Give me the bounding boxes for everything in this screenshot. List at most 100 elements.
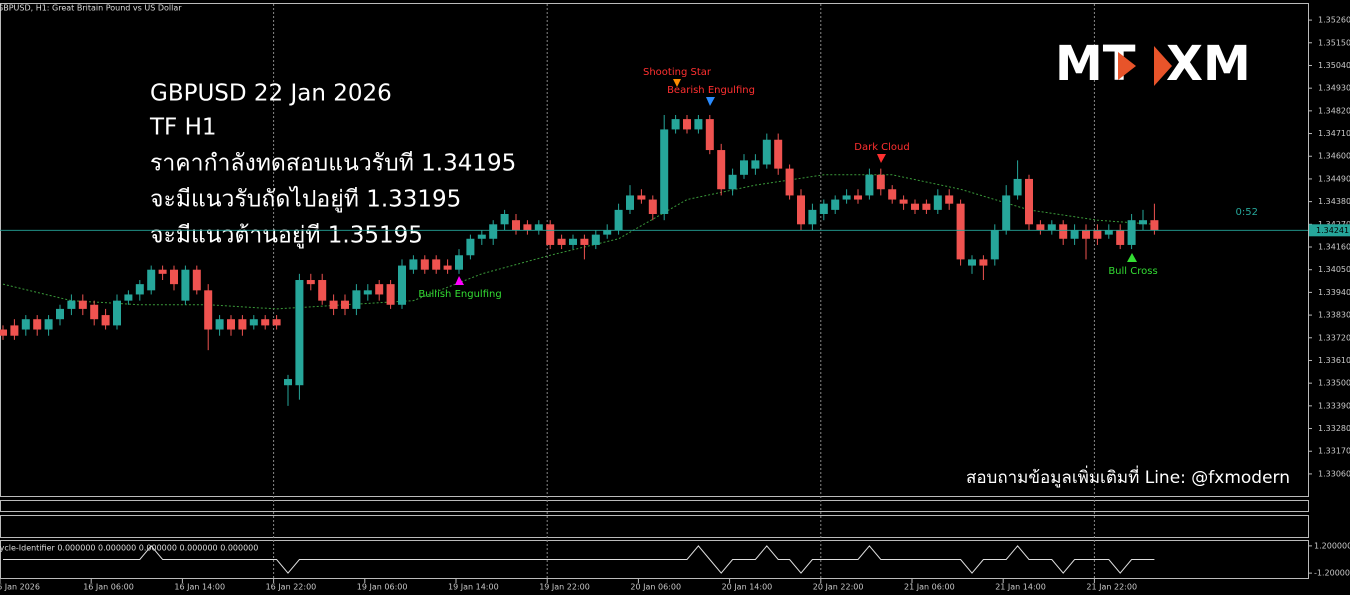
candle-body xyxy=(272,319,281,326)
candle-body xyxy=(261,319,270,326)
candle-body xyxy=(124,294,133,301)
x-tick-label: 20 Jan 14:00 xyxy=(722,583,773,592)
candle-body xyxy=(1025,178,1033,225)
candle-body xyxy=(888,189,897,200)
y-tick-label: 1.35260 xyxy=(1318,16,1350,25)
y-tick-label: 1.33500 xyxy=(1318,379,1350,388)
y-tick-label: 1.34380 xyxy=(1318,197,1350,206)
candle-body xyxy=(1093,230,1102,239)
x-tick-label: 19 Jan 22:00 xyxy=(539,583,590,592)
logo-xm: XM xyxy=(1166,36,1251,92)
candle-body xyxy=(363,290,372,295)
candle-body xyxy=(512,220,520,231)
candle-body xyxy=(420,259,429,270)
y-tick-label: 1.34820 xyxy=(1318,106,1350,115)
candle-body xyxy=(113,300,121,326)
candle-body xyxy=(591,234,600,245)
candle-body xyxy=(443,265,452,270)
annotation: Shooting Star xyxy=(643,67,712,78)
arrow xyxy=(455,276,464,285)
candle-body xyxy=(1070,230,1079,239)
x-tick-label: 21 Jan 14:00 xyxy=(995,583,1046,592)
arrow xyxy=(877,154,886,163)
y-tick-label: 1.34050 xyxy=(1318,265,1350,274)
x-tick-label: 16 Jan 14:00 xyxy=(174,583,225,592)
x-tick-label: 19 Jan 14:00 xyxy=(448,583,499,592)
candle-body xyxy=(774,139,783,169)
overlay-line: ราคากำลังทดสอบแนวรับที 1.34195 xyxy=(150,151,516,177)
logo-arrow xyxy=(1118,52,1136,80)
candle-body xyxy=(67,300,76,309)
candle-body xyxy=(523,224,532,231)
candle-body xyxy=(797,195,805,225)
candle-body xyxy=(409,259,418,270)
indicator-panel xyxy=(0,540,1309,579)
y-tick-label: 1.34600 xyxy=(1318,152,1350,161)
y-tick-label: 1.33170 xyxy=(1318,447,1350,456)
annotation: Bearish Engulfing xyxy=(667,85,755,96)
price-box xyxy=(1309,224,1350,237)
candle-body xyxy=(945,195,954,204)
candle-body xyxy=(90,304,99,320)
x-tick-label: 21 Jan 06:00 xyxy=(904,583,955,592)
candle-body xyxy=(238,319,247,330)
candle-body xyxy=(1047,224,1056,231)
candle-body xyxy=(0,329,7,336)
y-tick-label: 1.33060 xyxy=(1318,469,1350,478)
y-tick-label: 1.34490 xyxy=(1318,174,1350,183)
candle-body xyxy=(534,224,543,231)
candle-body xyxy=(477,234,486,239)
candle-body xyxy=(990,230,999,260)
arrow xyxy=(673,79,681,87)
candle-body xyxy=(375,284,384,295)
candle-body xyxy=(842,195,851,200)
y-tick-label: 1.33610 xyxy=(1318,356,1350,365)
y-tick-label: 1.33390 xyxy=(1318,401,1350,410)
candle-body xyxy=(284,379,292,386)
arrow xyxy=(706,97,715,106)
x-tick-label: 20 Jan 06:00 xyxy=(630,583,681,592)
candle-body xyxy=(956,203,965,260)
main-panel xyxy=(0,3,1309,497)
candle-body xyxy=(1139,220,1147,225)
arrow xyxy=(1127,253,1137,262)
candle-body xyxy=(386,284,395,305)
x-tick-label: 19 Jan 06:00 xyxy=(357,583,408,592)
candle-body xyxy=(215,319,224,330)
candle-body xyxy=(899,199,908,204)
candle-body xyxy=(135,284,144,295)
candle-body xyxy=(341,300,349,309)
y-tick-label: 1.200000 xyxy=(1314,541,1350,550)
timer: 0:52 xyxy=(1236,207,1258,218)
empty-panel xyxy=(0,500,1309,512)
annotation: Bullish Engulfing xyxy=(418,289,501,300)
y-tick-label: 1.33720 xyxy=(1318,333,1350,342)
candle-body xyxy=(170,269,178,285)
candle-body xyxy=(306,280,315,285)
candle-body xyxy=(922,203,931,210)
y-tick-label: 1.34930 xyxy=(1318,84,1350,93)
candle-body xyxy=(671,119,680,130)
annotation: Dark Cloud xyxy=(854,142,909,153)
candle-body xyxy=(979,259,988,266)
candle-body xyxy=(78,300,87,309)
candle-body xyxy=(455,255,463,270)
candle-body xyxy=(1036,224,1045,231)
x-tick-label: 21 Jan 22:00 xyxy=(1086,583,1137,592)
indicator-line xyxy=(3,545,1155,574)
candle-body xyxy=(1150,220,1159,231)
candle-body xyxy=(44,319,53,330)
candle-body xyxy=(854,195,862,200)
overlay-line: จะมีแนวต้านอยู่ที 1.35195 xyxy=(150,223,423,249)
candle-body xyxy=(432,259,441,270)
candle-body xyxy=(1013,178,1022,196)
candle-body xyxy=(911,203,919,210)
candle-body xyxy=(876,174,885,190)
candle-body xyxy=(865,174,874,196)
candle-body xyxy=(1002,195,1011,231)
y-tick-label: 1.33940 xyxy=(1318,288,1350,297)
x-tick-label: 16 Jan 22:00 xyxy=(266,583,317,592)
candle-body xyxy=(717,150,726,190)
y-tick-label: 1.33830 xyxy=(1318,311,1350,320)
